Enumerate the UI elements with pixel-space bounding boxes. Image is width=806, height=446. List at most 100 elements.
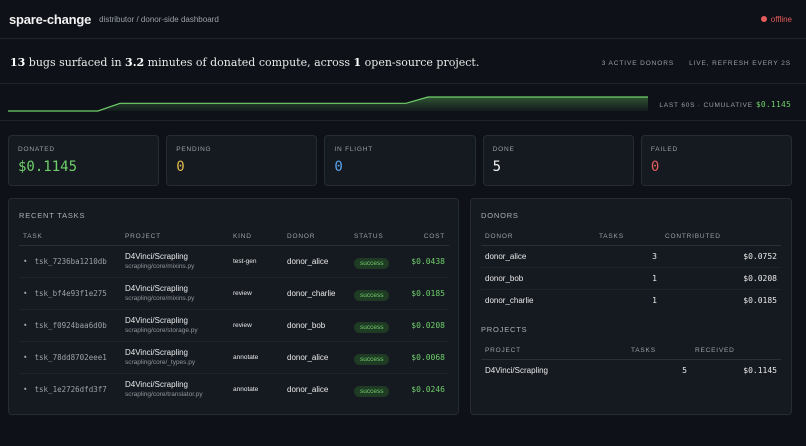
card-donated: DONATED $0.1145 [8,135,160,186]
task-kind: test-gen [229,245,283,278]
card-label: IN FLIGHT [334,146,374,153]
card-label: DONE [492,146,515,153]
live-meta: 3 ACTIVE DONORS LIVE, REFRESH EVERY 2S [602,60,791,67]
breadcrumb: distributor / donor-side dashboard [99,14,219,24]
table-header-row: TASK PROJECT KIND DONOR STATUS COST [19,228,449,246]
table-row[interactable]: tsk_f0924baa6d0b D4Vinci/Scrapling scrapl… [19,309,449,342]
card-pending: PENDING 0 [166,135,318,186]
donor-tasks: 3 [595,245,661,268]
recent-tasks-title: RECENT TASKS [19,211,86,220]
task-kind: annotate [233,385,259,393]
donors-panel: DONORS DONOR TASKS CONTRIBUTED donor_ali… [470,198,792,415]
project-name: D4Vinci/Scrapling [125,348,188,357]
table-row[interactable]: donor_bob 1 $0.0208 [481,267,781,290]
table-row[interactable]: tsk_bf4e93f1e275 D4Vinci/Scrapling scrapl… [19,277,449,310]
cumulative-sparkline-band: LAST 60S · CUMULATIVE $0.1145 [0,83,806,121]
task-project: D4Vinci/Scrapling scrapling/core/_types.p… [121,341,229,374]
project-path: scrapling/core/translator.py [125,391,203,399]
summary-text-2: minutes of donated compute, across [144,56,354,69]
table-row[interactable]: donor_alice 3 $0.0752 [481,245,781,268]
status-badge: success [354,290,390,301]
card-value: 0 [176,159,185,175]
app-title: spare-change [9,11,92,27]
card-value: $0.1145 [18,159,78,175]
task-id: tsk_7236ba1210db [19,245,121,278]
project-path: scrapling/core/mixins.py [125,263,195,270]
sparkline-label: LAST 60S · CUMULATIVE [659,102,753,109]
task-project: D4Vinci/Scrapling scrapling/core/mixins.p… [121,245,229,278]
sparkline-caption: LAST 60S · CUMULATIVE $0.1145 [659,100,791,109]
project-path: scrapling/core/mixins.py [125,295,195,302]
task-status: success [350,341,405,374]
donor-tasks: 1 [595,267,661,290]
recent-tasks-table: TASK PROJECT KIND DONOR STATUS COST tsk_… [19,228,449,405]
donor-name: donor_bob [481,267,595,290]
refresh-label: LIVE, REFRESH EVERY 2S [689,60,791,67]
table-row[interactable]: tsk_7236ba1210db D4Vinci/Scrapling scrapl… [19,245,449,278]
active-donors-label: 3 ACTIVE DONORS [601,60,675,67]
table-header-row: DONOR TASKS CONTRIBUTED [481,228,781,246]
donor-name: donor_alice [481,245,595,268]
card-value: 0 [650,159,660,175]
card-in-flight: IN FLIGHT 0 [324,135,476,186]
projects-count: 1 [353,56,362,69]
sparkline-value: $0.1145 [755,100,791,109]
col-tasks: TASKS [627,342,691,360]
status-badge: success [354,354,390,365]
project-name: D4Vinci/Scrapling [125,380,188,390]
task-status: success [350,277,405,310]
project-path: scrapling/core/_types.py [125,359,196,366]
col-donor: DONOR [283,228,350,246]
task-status: success [350,309,405,342]
project-received: $0.1145 [743,365,777,375]
status-badge: success [354,386,390,398]
connection-status: offline [760,14,797,24]
table-row[interactable]: D4Vinci/Scrapling 5 $0.1145 [481,359,781,381]
status-badge: success [354,322,390,333]
cumulative-sparkline [8,96,648,112]
status-label: offline [770,14,792,24]
task-cost: $0.0246 [411,384,445,394]
donor-name: donor_charlie [485,295,534,305]
project-path: scrapling/core/storage.py [125,327,198,334]
table-row[interactable]: tsk_1e2726dfd3f7 D4Vinci/Scraplingscrapl… [19,373,449,405]
donor-contributed: $0.0208 [661,267,781,290]
card-done: DONE 5 [482,135,634,186]
project-tasks: 5 [682,365,687,375]
task-cost: $0.0438 [405,245,449,278]
task-donor: donor_alice [283,245,350,278]
task-kind: review [229,277,283,310]
task-id: tsk_bf4e93f1e275 [19,277,121,310]
task-status: success [350,245,405,278]
status-dot-icon [760,16,767,22]
table-header-row: PROJECT TASKS RECEIVED [481,342,781,360]
col-cost: COST [405,228,449,246]
table-row[interactable]: tsk_78dd8702eee1 D4Vinci/Scrapling scrapl… [19,341,449,374]
task-project: D4Vinci/Scrapling scrapling/core/mixins.p… [121,277,229,310]
task-status: success [350,373,405,405]
task-kind: review [229,309,283,342]
col-status: STATUS [350,228,405,246]
summary-text-1: bugs surfaced in [25,56,126,69]
summary-text-3: open-source project. [361,56,480,69]
task-kind: annotate [229,341,283,374]
project-name: D4Vinci/Scrapling [125,316,188,325]
task-project: D4Vinci/Scrapling scrapling/core/storage.… [121,309,229,342]
recent-tasks-panel: RECENT TASKS TASK PROJECT KIND DONOR STA… [8,198,459,415]
col-donor: DONOR [481,228,595,246]
col-tasks: TASKS [595,228,661,246]
task-donor: donor_alice [283,341,350,374]
task-id: tsk_1e2726dfd3f7 [19,373,121,405]
donor-contributed: $0.0752 [661,245,781,268]
table-row[interactable]: donor_charlie 1 $0.0185 [481,289,781,311]
task-id: tsk_78dd8702eee1 [19,341,121,374]
project-name: D4Vinci/Scrapling [125,252,188,261]
donors-title: DONORS [481,211,519,220]
card-failed: FAILED 0 [640,135,793,186]
project-name: D4Vinci/Scrapling [485,365,548,375]
card-value: 5 [492,159,502,175]
task-donor: donor_alice [287,384,329,394]
col-received: RECEIVED [691,342,781,360]
task-cost: $0.0068 [405,341,449,374]
sparkline-area [8,97,648,111]
